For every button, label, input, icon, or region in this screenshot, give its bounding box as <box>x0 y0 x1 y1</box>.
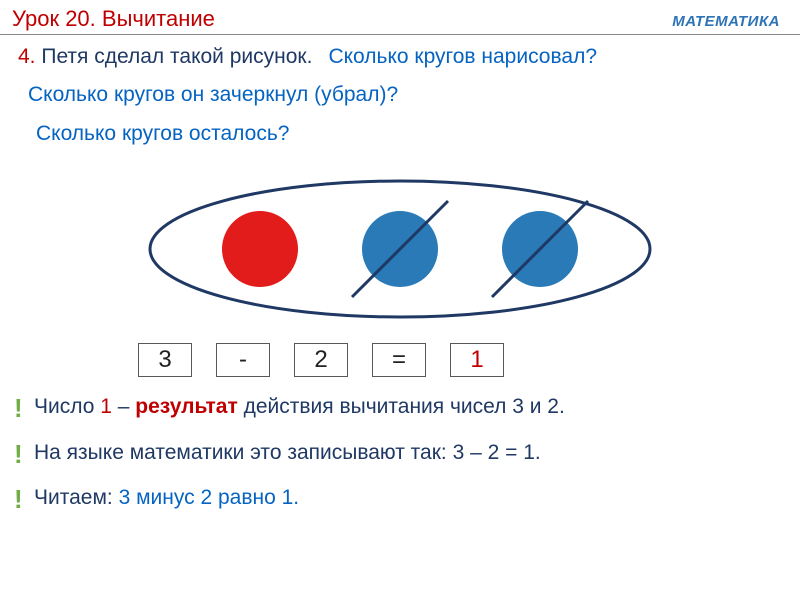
equation-row: 3-2 = 1 <box>138 343 782 377</box>
s1-num: 1 <box>100 395 112 418</box>
header-divider <box>0 34 800 35</box>
exclamation-icon: ! <box>14 435 23 474</box>
equation-box: 1 <box>450 343 504 377</box>
exclamation-icon: ! <box>14 480 23 519</box>
exclamation-icon: ! <box>14 389 23 428</box>
lesson-title: Урок 20. Вычитание <box>12 6 215 32</box>
s2-text: На языке математики это записывают так: … <box>34 441 541 464</box>
s3-pre: Читаем: <box>34 486 119 509</box>
statement-3: ! Читаем: 3 минус 2 равно 1. <box>18 482 782 514</box>
circles-diagram <box>18 164 782 334</box>
statement-2: ! На языке математики это записывают так… <box>18 437 782 469</box>
subject-label: МАТЕМАТИКА <box>672 13 780 30</box>
s1-mid: – <box>112 395 135 418</box>
task-number: 4. <box>18 45 36 68</box>
equation-box: = <box>372 343 426 377</box>
equation-box: - <box>216 343 270 377</box>
s3-post: 3 минус 2 равно 1. <box>119 486 300 509</box>
s1-post: действия вычитания чисел 3 и 2. <box>238 395 565 418</box>
question-1: Сколько кругов нарисовал? <box>328 43 597 71</box>
equation-box: 3 <box>138 343 192 377</box>
s1-pre: Число <box>34 395 100 418</box>
question-2: Сколько кругов он зачеркнул (убрал)? <box>28 81 782 109</box>
task-text: Петя сделал такой рисунок. <box>41 45 312 68</box>
equation-box: 2 <box>294 343 348 377</box>
s1-word: результат <box>135 395 237 418</box>
statement-1: ! Число 1 – результат действия вычитания… <box>18 391 782 423</box>
question-3: Сколько кругов осталось? <box>36 120 782 148</box>
